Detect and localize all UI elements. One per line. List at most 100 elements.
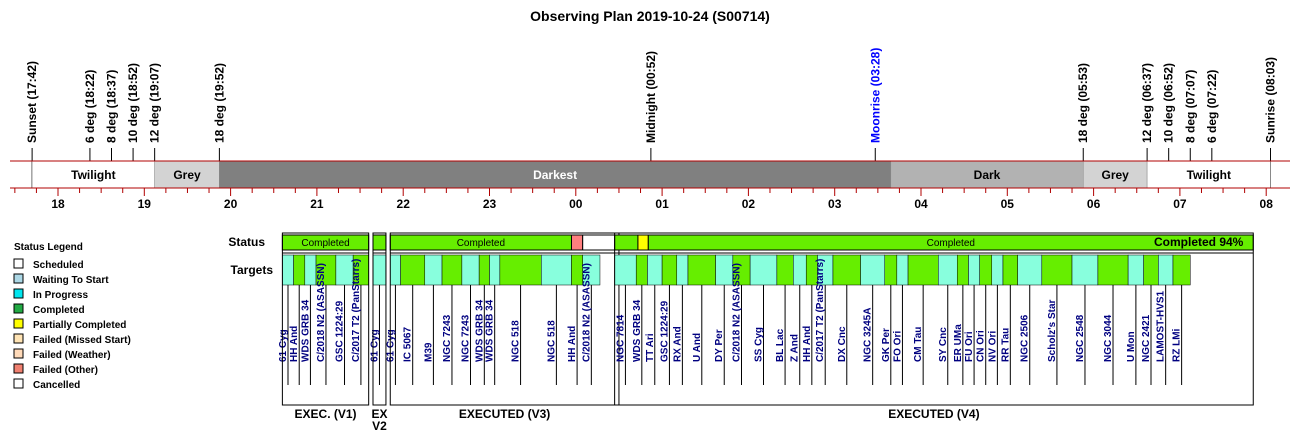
target-cell	[687, 254, 716, 286]
target-cell	[776, 254, 794, 286]
target-label: DX Cnc	[837, 326, 848, 362]
legend-label: Failed (Missed Start)	[33, 335, 131, 346]
target-label: BL Lac	[775, 328, 786, 362]
legend-label: Partially Completed	[33, 320, 126, 331]
target-cell	[1097, 254, 1129, 286]
target-cell	[441, 254, 463, 286]
axis-tick-label: 03	[828, 197, 842, 211]
legend-label: Failed (Weather)	[33, 350, 111, 361]
target-label: WDS GRB 34	[300, 299, 311, 362]
axis-tick-label: 01	[655, 197, 669, 211]
target-label: WDS GRB 34	[485, 299, 496, 362]
legend-label: Completed	[33, 305, 85, 316]
axis-tick-label: 05	[1001, 197, 1015, 211]
event-label: 8 deg (18:37)	[105, 70, 119, 143]
event-label: 12 deg (06:37)	[1140, 63, 1154, 143]
target-cell	[938, 254, 958, 286]
status-segment-label: Completed	[457, 238, 505, 249]
status-segment	[614, 234, 639, 251]
event-label: 18 deg (19:52)	[212, 63, 226, 143]
target-label: C/2018 N2 (ASASSN)	[581, 263, 592, 362]
sky-band	[31, 160, 155, 189]
observation-block: Completed 61 Cyg HH And WDS GRB 34 C/2018 N2…	[278, 232, 370, 421]
target-label: U And	[692, 333, 703, 362]
block-label: EXEC. (V1)	[295, 407, 357, 421]
target-label: C/2018 N2 (ASASSN)	[731, 263, 742, 362]
observation-block: Completed NGC 7814 WDS GRB 34 TT Ari GSC 122…	[614, 232, 1254, 421]
sky-band	[890, 160, 1084, 189]
block-frame	[281, 232, 370, 406]
legend-swatch	[13, 348, 24, 359]
legend-swatch	[13, 273, 24, 284]
target-label: GSC 1224:29	[335, 300, 346, 362]
target-cell	[282, 254, 294, 286]
event-label: Sunrise (08:03)	[1264, 57, 1278, 143]
target-cell	[1127, 254, 1144, 286]
status-segment-label: Completed	[927, 238, 975, 249]
target-cell	[541, 254, 572, 286]
target-label: RX And	[672, 326, 683, 362]
block-frame	[389, 232, 620, 406]
target-cell	[635, 254, 648, 286]
axis-tick-label: 22	[397, 197, 411, 211]
target-label: DY Per	[714, 329, 725, 362]
axis-tick-label: 18	[51, 197, 65, 211]
target-label: CM Tau	[913, 327, 924, 362]
target-cell	[715, 254, 734, 286]
target-cell	[1002, 254, 1018, 286]
target-label: IC 5067	[403, 327, 414, 362]
block-label: EXECUTED (V3)	[459, 407, 550, 421]
target-label: HH And	[802, 326, 813, 362]
target-label: SS Cyg	[754, 327, 765, 362]
target-label: TT Ari	[645, 333, 656, 362]
target-label: NGC 7243	[442, 314, 453, 362]
legend-label: In Progress	[33, 290, 88, 301]
target-cell	[860, 254, 886, 286]
event-label: 10 deg (18:52)	[126, 63, 140, 143]
target-label: RR Tau	[1000, 328, 1011, 362]
event-label: 6 deg (18:22)	[83, 70, 97, 143]
sky-band	[1146, 160, 1271, 189]
target-cell	[304, 254, 317, 286]
legend-label: Failed (Other)	[33, 365, 98, 376]
axis-tick-label: 06	[1087, 197, 1101, 211]
target-label: GK Per	[881, 328, 892, 362]
target-label: NGC 2506	[1020, 314, 1031, 362]
sky-band	[1082, 160, 1148, 189]
axis-tick-label: 07	[1173, 197, 1187, 211]
target-cell	[749, 254, 778, 286]
legend-swatch	[13, 363, 24, 374]
target-cell	[390, 254, 401, 286]
legend-swatch	[13, 378, 24, 389]
target-label: RZ LMi	[1172, 328, 1183, 362]
target-label: NGC 3044	[1103, 314, 1114, 362]
event-label: Sunset (17:42)	[25, 61, 39, 143]
target-label: FU Ori	[964, 331, 975, 362]
target-label: FO Ori	[892, 331, 903, 362]
axis-tick-label: 08	[1260, 197, 1274, 211]
target-label: CN Ori	[976, 330, 987, 362]
axis-tick-label: 04	[914, 197, 928, 211]
target-cell	[489, 254, 501, 286]
event-label: 8 deg (07:07)	[1183, 70, 1197, 143]
target-label: LAMOST-HVS1	[1156, 290, 1167, 362]
target-label: WDS GRB 34	[632, 299, 643, 362]
sky-band-label: Twilight	[1187, 168, 1231, 182]
target-cell	[956, 254, 969, 286]
legend-label: Waiting To Start	[33, 275, 109, 286]
target-cell	[1172, 254, 1191, 286]
target-label: M39	[423, 342, 434, 362]
status-segment	[637, 234, 649, 251]
event-label: Midnight (00:52)	[644, 51, 658, 143]
target-cell	[1017, 254, 1043, 286]
target-cell	[400, 254, 426, 286]
target-label: NGC 7243	[461, 314, 472, 362]
target-label: NGC 518	[546, 320, 557, 362]
completion-text: Completed 94%	[1154, 235, 1244, 249]
targets-row-label: Targets	[231, 263, 274, 277]
status-legend: Status Legend Scheduled Waiting To Start In…	[13, 242, 131, 391]
sky-band-label: Twilight	[71, 168, 115, 182]
axis-tick-label: 21	[310, 197, 324, 211]
